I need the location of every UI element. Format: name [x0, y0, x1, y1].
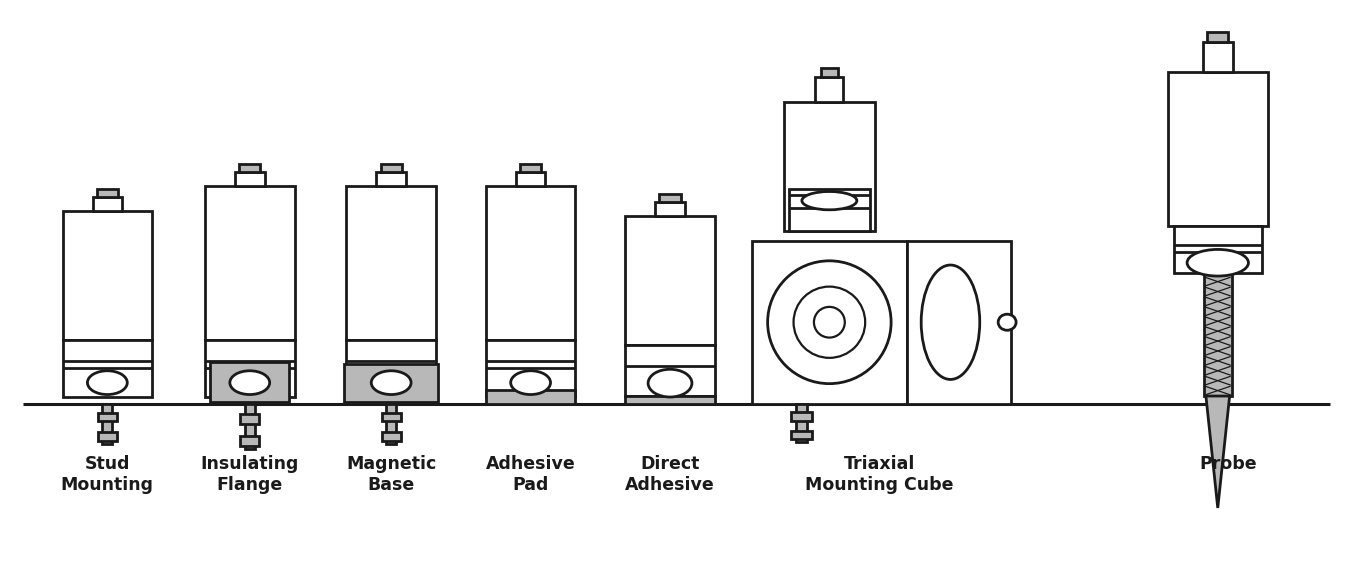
Bar	[103, 404, 112, 443]
Bar	[241, 436, 260, 446]
Bar	[96, 189, 118, 197]
Bar	[62, 211, 152, 339]
Bar	[659, 194, 681, 202]
Bar	[382, 413, 400, 422]
Bar	[783, 102, 875, 230]
Bar	[204, 186, 295, 339]
Bar	[486, 390, 575, 404]
Bar	[907, 240, 1011, 404]
Text: Magnetic
Base: Magnetic Base	[346, 456, 436, 495]
Bar	[1174, 226, 1261, 273]
Bar	[1168, 72, 1268, 226]
Ellipse shape	[371, 371, 411, 395]
Bar	[821, 68, 838, 77]
Ellipse shape	[815, 307, 844, 338]
Bar	[792, 412, 812, 420]
Bar	[655, 202, 685, 216]
Bar	[97, 433, 116, 441]
Bar	[625, 396, 714, 404]
Bar	[382, 433, 400, 441]
Ellipse shape	[794, 286, 865, 358]
Bar	[515, 172, 545, 186]
Text: Stud
Mounting: Stud Mounting	[61, 456, 154, 495]
Bar	[789, 189, 870, 230]
Bar	[376, 172, 406, 186]
Bar	[241, 414, 260, 423]
Bar	[204, 339, 295, 397]
Ellipse shape	[230, 371, 269, 395]
Ellipse shape	[1187, 249, 1249, 276]
Ellipse shape	[802, 192, 856, 210]
Bar	[344, 365, 438, 402]
Ellipse shape	[510, 371, 551, 395]
Bar	[486, 186, 575, 339]
Bar	[62, 339, 152, 397]
Bar	[816, 77, 843, 102]
Bar	[97, 413, 116, 422]
Text: Probe: Probe	[1199, 456, 1257, 473]
Ellipse shape	[999, 314, 1016, 330]
Ellipse shape	[648, 369, 691, 397]
Bar	[625, 345, 714, 396]
Bar	[752, 240, 907, 404]
Bar	[239, 164, 260, 172]
Text: Insulating
Flange: Insulating Flange	[200, 456, 299, 495]
Bar	[792, 431, 812, 439]
Bar	[346, 339, 436, 397]
Ellipse shape	[88, 371, 127, 395]
Bar	[1207, 32, 1229, 42]
Bar	[386, 404, 396, 443]
Bar	[625, 216, 714, 345]
Bar	[1203, 42, 1233, 72]
Bar	[1204, 273, 1231, 396]
Ellipse shape	[767, 261, 892, 383]
Text: Direct
Adhesive: Direct Adhesive	[625, 456, 714, 495]
Bar	[92, 197, 122, 211]
Bar	[210, 362, 290, 402]
Bar	[245, 404, 254, 449]
Text: Adhesive
Pad: Adhesive Pad	[486, 456, 575, 495]
Bar	[520, 164, 541, 172]
Bar	[346, 186, 436, 339]
Text: Triaxial
Mounting Cube: Triaxial Mounting Cube	[805, 456, 954, 495]
Bar	[380, 164, 402, 172]
Bar	[486, 339, 575, 397]
Bar	[796, 404, 806, 442]
Bar	[235, 172, 265, 186]
Ellipse shape	[921, 265, 980, 379]
Polygon shape	[1206, 396, 1230, 508]
